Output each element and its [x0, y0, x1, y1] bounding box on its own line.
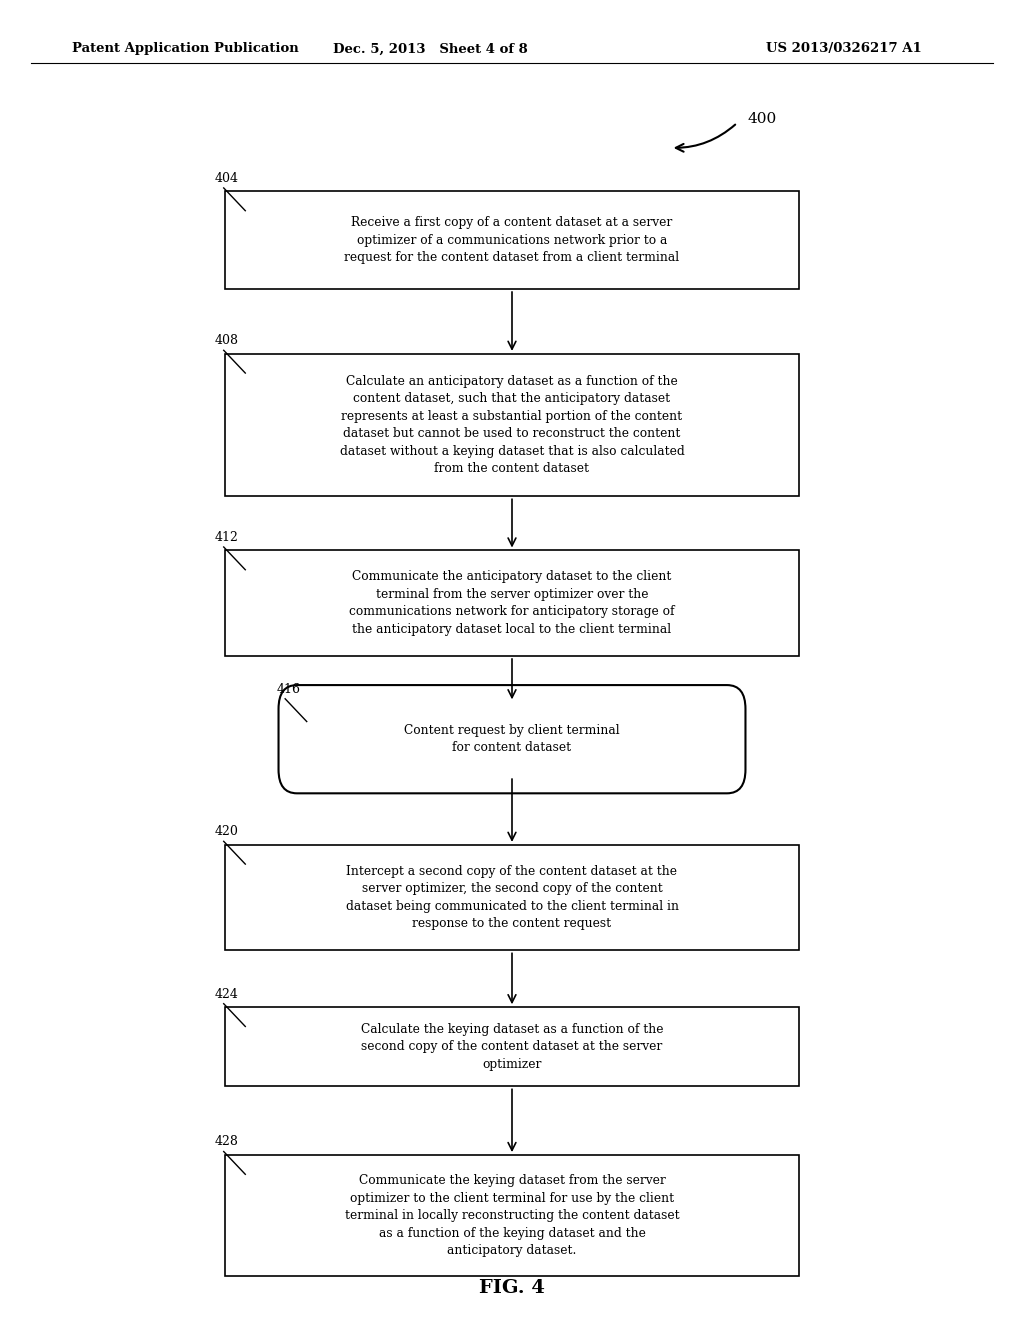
FancyBboxPatch shape [225, 1155, 799, 1276]
Text: Communicate the keying dataset from the server
optimizer to the client terminal : Communicate the keying dataset from the … [345, 1175, 679, 1257]
Text: 400: 400 [748, 112, 777, 125]
Text: Content request by client terminal
for content dataset: Content request by client terminal for c… [404, 723, 620, 755]
FancyBboxPatch shape [225, 191, 799, 289]
Text: Receive a first copy of a content dataset at a server
optimizer of a communicati: Receive a first copy of a content datase… [344, 216, 680, 264]
Text: Calculate the keying dataset as a function of the
second copy of the content dat: Calculate the keying dataset as a functi… [360, 1023, 664, 1071]
Text: 428: 428 [215, 1135, 239, 1148]
Text: 424: 424 [215, 987, 239, 1001]
Text: Patent Application Publication: Patent Application Publication [72, 42, 298, 55]
FancyBboxPatch shape [225, 550, 799, 656]
Text: 420: 420 [215, 825, 239, 838]
Text: 404: 404 [215, 172, 239, 185]
Text: 412: 412 [215, 531, 239, 544]
Text: FIG. 4: FIG. 4 [479, 1279, 545, 1298]
Text: Dec. 5, 2013   Sheet 4 of 8: Dec. 5, 2013 Sheet 4 of 8 [333, 42, 527, 55]
FancyBboxPatch shape [225, 845, 799, 950]
Text: US 2013/0326217 A1: US 2013/0326217 A1 [766, 42, 922, 55]
Text: 408: 408 [215, 334, 239, 347]
Text: Intercept a second copy of the content dataset at the
server optimizer, the seco: Intercept a second copy of the content d… [345, 865, 679, 931]
Text: 416: 416 [276, 682, 300, 696]
FancyBboxPatch shape [279, 685, 745, 793]
Text: Calculate an anticipatory dataset as a function of the
content dataset, such tha: Calculate an anticipatory dataset as a f… [340, 375, 684, 475]
FancyBboxPatch shape [225, 1007, 799, 1086]
FancyBboxPatch shape [225, 354, 799, 496]
Text: Communicate the anticipatory dataset to the client
terminal from the server opti: Communicate the anticipatory dataset to … [349, 570, 675, 636]
